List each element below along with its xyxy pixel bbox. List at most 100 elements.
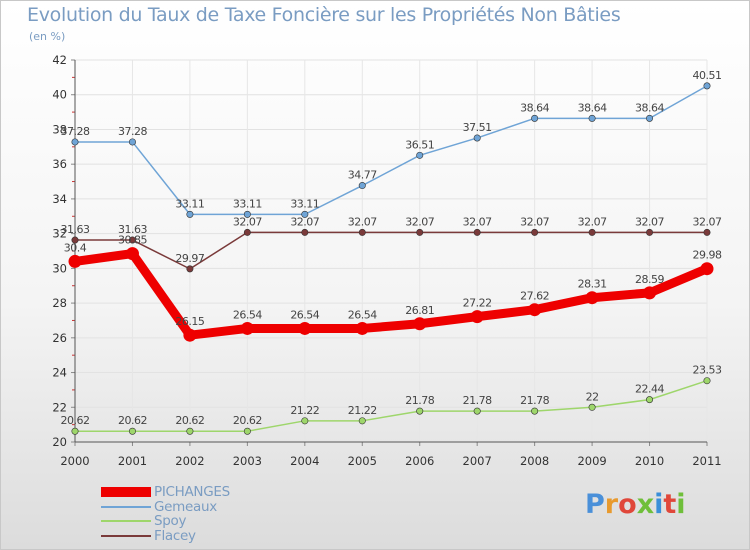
data-label: 32.07 bbox=[520, 215, 549, 228]
data-label: 22.44 bbox=[635, 383, 664, 396]
data-point bbox=[301, 210, 309, 218]
data-label: 36.51 bbox=[405, 138, 434, 151]
data-point bbox=[416, 228, 424, 236]
legend-label: Flacey bbox=[154, 527, 196, 544]
data-point bbox=[473, 228, 481, 236]
data-point bbox=[186, 265, 194, 273]
data-point bbox=[703, 82, 711, 90]
proxiti-logo: Proxiti bbox=[585, 489, 686, 520]
x-tick-label: 2005 bbox=[348, 454, 377, 468]
data-point bbox=[703, 377, 711, 385]
data-label: 26.54 bbox=[348, 308, 377, 321]
data-label: 32.07 bbox=[635, 215, 664, 228]
legend-swatch bbox=[101, 487, 151, 497]
data-point bbox=[473, 407, 481, 415]
data-label: 38.64 bbox=[578, 101, 607, 114]
y-tick-label: 40 bbox=[52, 88, 67, 102]
data-point bbox=[531, 407, 539, 415]
legend-label: Spoy bbox=[154, 513, 187, 529]
data-point bbox=[298, 321, 312, 335]
data-point bbox=[301, 417, 309, 425]
data-point bbox=[588, 403, 596, 411]
x-tick-label: 2010 bbox=[635, 454, 664, 468]
data-point bbox=[703, 228, 711, 236]
series-line-pichanges bbox=[70, 249, 712, 340]
x-tick-label: 2006 bbox=[405, 454, 434, 468]
data-label: 37.51 bbox=[463, 121, 492, 134]
data-label: 38.64 bbox=[520, 101, 549, 114]
x-tick-label: 2007 bbox=[463, 454, 492, 468]
y-tick-labels: 20 22 24 26 28 30 32 34 36 38 40 42 bbox=[52, 53, 67, 449]
data-label: 28.31 bbox=[578, 278, 607, 291]
series-flacey: 31.63 31.63 29.97 32.07 32.07 32.07 32.07 32.07… bbox=[61, 215, 722, 273]
data-label: 27.62 bbox=[520, 290, 549, 303]
data-point bbox=[358, 417, 366, 425]
data-point bbox=[473, 134, 481, 142]
data-label: 28.59 bbox=[635, 273, 664, 286]
series-spoy: 20.62 20.62 20.62 20.62 21.22 21.22 21.78 21.78… bbox=[61, 364, 722, 435]
x-tick-label: 2003 bbox=[233, 454, 262, 468]
data-point bbox=[416, 407, 424, 415]
data-point bbox=[416, 151, 424, 159]
legend-label: PICHANGES bbox=[154, 484, 230, 500]
legend-label: Gemeaux bbox=[154, 498, 217, 515]
data-label: 26.54 bbox=[290, 308, 319, 321]
x-tick-label: 2009 bbox=[577, 454, 606, 468]
data-label: 30.85 bbox=[118, 234, 147, 247]
y-tick-label: 26 bbox=[52, 331, 67, 345]
y-tick-label: 24 bbox=[52, 366, 67, 380]
logo-letter: t bbox=[663, 489, 677, 520]
data-label: 27.22 bbox=[463, 297, 492, 310]
logo-letter: i bbox=[654, 489, 664, 520]
legend-swatch bbox=[101, 505, 151, 508]
data-point bbox=[68, 254, 82, 268]
data-point bbox=[355, 321, 369, 335]
data-point bbox=[243, 210, 251, 218]
legend-swatch bbox=[101, 534, 151, 537]
data-label: 32.07 bbox=[578, 215, 607, 228]
y-tick-label: 36 bbox=[52, 157, 67, 171]
data-label: 23.53 bbox=[693, 364, 722, 377]
unit-label: (en %) bbox=[29, 30, 66, 43]
data-point bbox=[128, 427, 136, 435]
data-label: 29.97 bbox=[175, 252, 204, 265]
x-tick-label: 2004 bbox=[290, 454, 319, 468]
data-point bbox=[243, 228, 251, 236]
data-label: 21.22 bbox=[290, 404, 319, 417]
data-label: 20.62 bbox=[118, 414, 147, 427]
data-point bbox=[243, 427, 251, 435]
data-label: 32.07 bbox=[405, 215, 434, 228]
data-point bbox=[528, 303, 542, 317]
data-point bbox=[358, 182, 366, 190]
data-label: 32.07 bbox=[290, 215, 319, 228]
data-label: 37.28 bbox=[118, 125, 147, 138]
data-label: 20.62 bbox=[233, 414, 262, 427]
y-tick-label: 32 bbox=[52, 227, 67, 241]
data-point bbox=[643, 286, 657, 300]
data-point bbox=[588, 114, 596, 122]
data-point bbox=[646, 396, 654, 404]
data-label: 21.78 bbox=[463, 394, 492, 407]
series-layer: 31.63 31.63 29.97 32.07 32.07 32.07 32.07 32.07… bbox=[61, 69, 722, 435]
data-point bbox=[71, 427, 79, 435]
data-label: 30.4 bbox=[64, 241, 87, 254]
y-tick-label: 22 bbox=[52, 400, 67, 414]
data-point bbox=[71, 138, 79, 146]
logo-letter: o bbox=[618, 489, 637, 520]
data-label: 33.11 bbox=[233, 197, 262, 210]
logo-letter: x bbox=[636, 489, 655, 520]
plot-area bbox=[75, 60, 707, 442]
series-pichanges: 30.4 30.85 26.15 26.54 26.54 26.54 26.81 27.22 2… bbox=[64, 234, 722, 342]
logo-letter: r bbox=[604, 489, 619, 520]
data-label: 34.77 bbox=[348, 169, 377, 182]
data-point bbox=[531, 114, 539, 122]
y-tick-label: 20 bbox=[52, 435, 67, 449]
y-tick-label: 42 bbox=[52, 53, 67, 67]
series-line-gemeaux bbox=[74, 85, 708, 216]
data-point bbox=[646, 114, 654, 122]
y-tick-label: 38 bbox=[52, 122, 67, 136]
x-tick-label: 2000 bbox=[60, 454, 89, 468]
data-point bbox=[240, 321, 254, 335]
series-gemeaux: 37.28 37.28 33.11 33.11 33.11 34.77 36.51 37.51… bbox=[61, 69, 722, 218]
